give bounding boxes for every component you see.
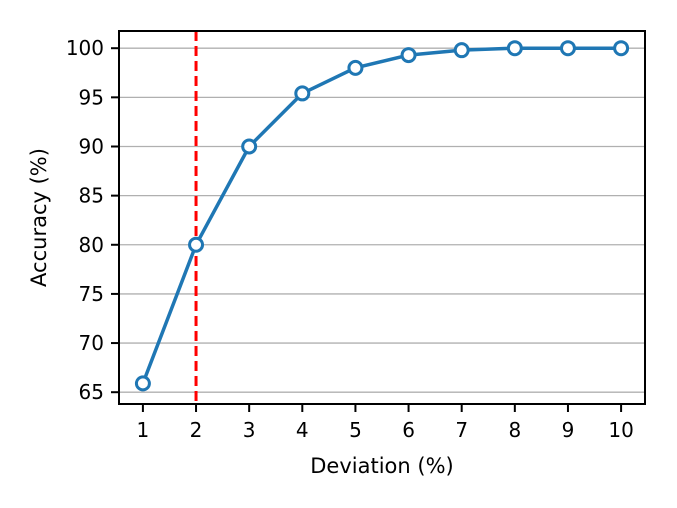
data-point-marker	[347, 59, 364, 76]
accuracy-line	[141, 46, 623, 386]
x-tick-label: 9	[562, 418, 575, 442]
x-tick-label: 3	[243, 418, 256, 442]
plot-area	[118, 30, 646, 405]
x-tick-label: 6	[402, 418, 415, 442]
x-tick-label: 5	[349, 418, 362, 442]
x-tick-label: 2	[190, 418, 203, 442]
data-point-marker	[241, 138, 258, 155]
y-tick-label: 90	[79, 134, 104, 158]
x-tick-label: 4	[296, 418, 309, 442]
data-point-marker	[506, 40, 523, 57]
y-tick-label: 85	[79, 184, 104, 208]
x-axis-label: Deviation (%)	[310, 454, 453, 478]
y-tick-label: 70	[79, 331, 104, 355]
data-point-marker	[613, 40, 630, 57]
y-tick-label: 80	[79, 233, 104, 257]
data-point-marker	[400, 47, 417, 64]
data-point-marker	[559, 40, 576, 57]
y-tick-label: 65	[79, 380, 104, 404]
y-tick-label: 95	[79, 85, 104, 109]
data-point-marker	[188, 236, 205, 253]
x-tick-label: 10	[608, 418, 633, 442]
data-point-marker	[453, 42, 470, 59]
x-tick-label: 8	[508, 418, 521, 442]
y-axis-label: Accuracy (%)	[27, 148, 51, 287]
data-point-marker	[294, 85, 311, 102]
x-tick-label: 1	[137, 418, 150, 442]
x-tick-label: 7	[455, 418, 468, 442]
data-point-marker	[134, 375, 151, 392]
y-tick-label: 100	[66, 36, 104, 60]
y-tick-label: 75	[79, 282, 104, 306]
